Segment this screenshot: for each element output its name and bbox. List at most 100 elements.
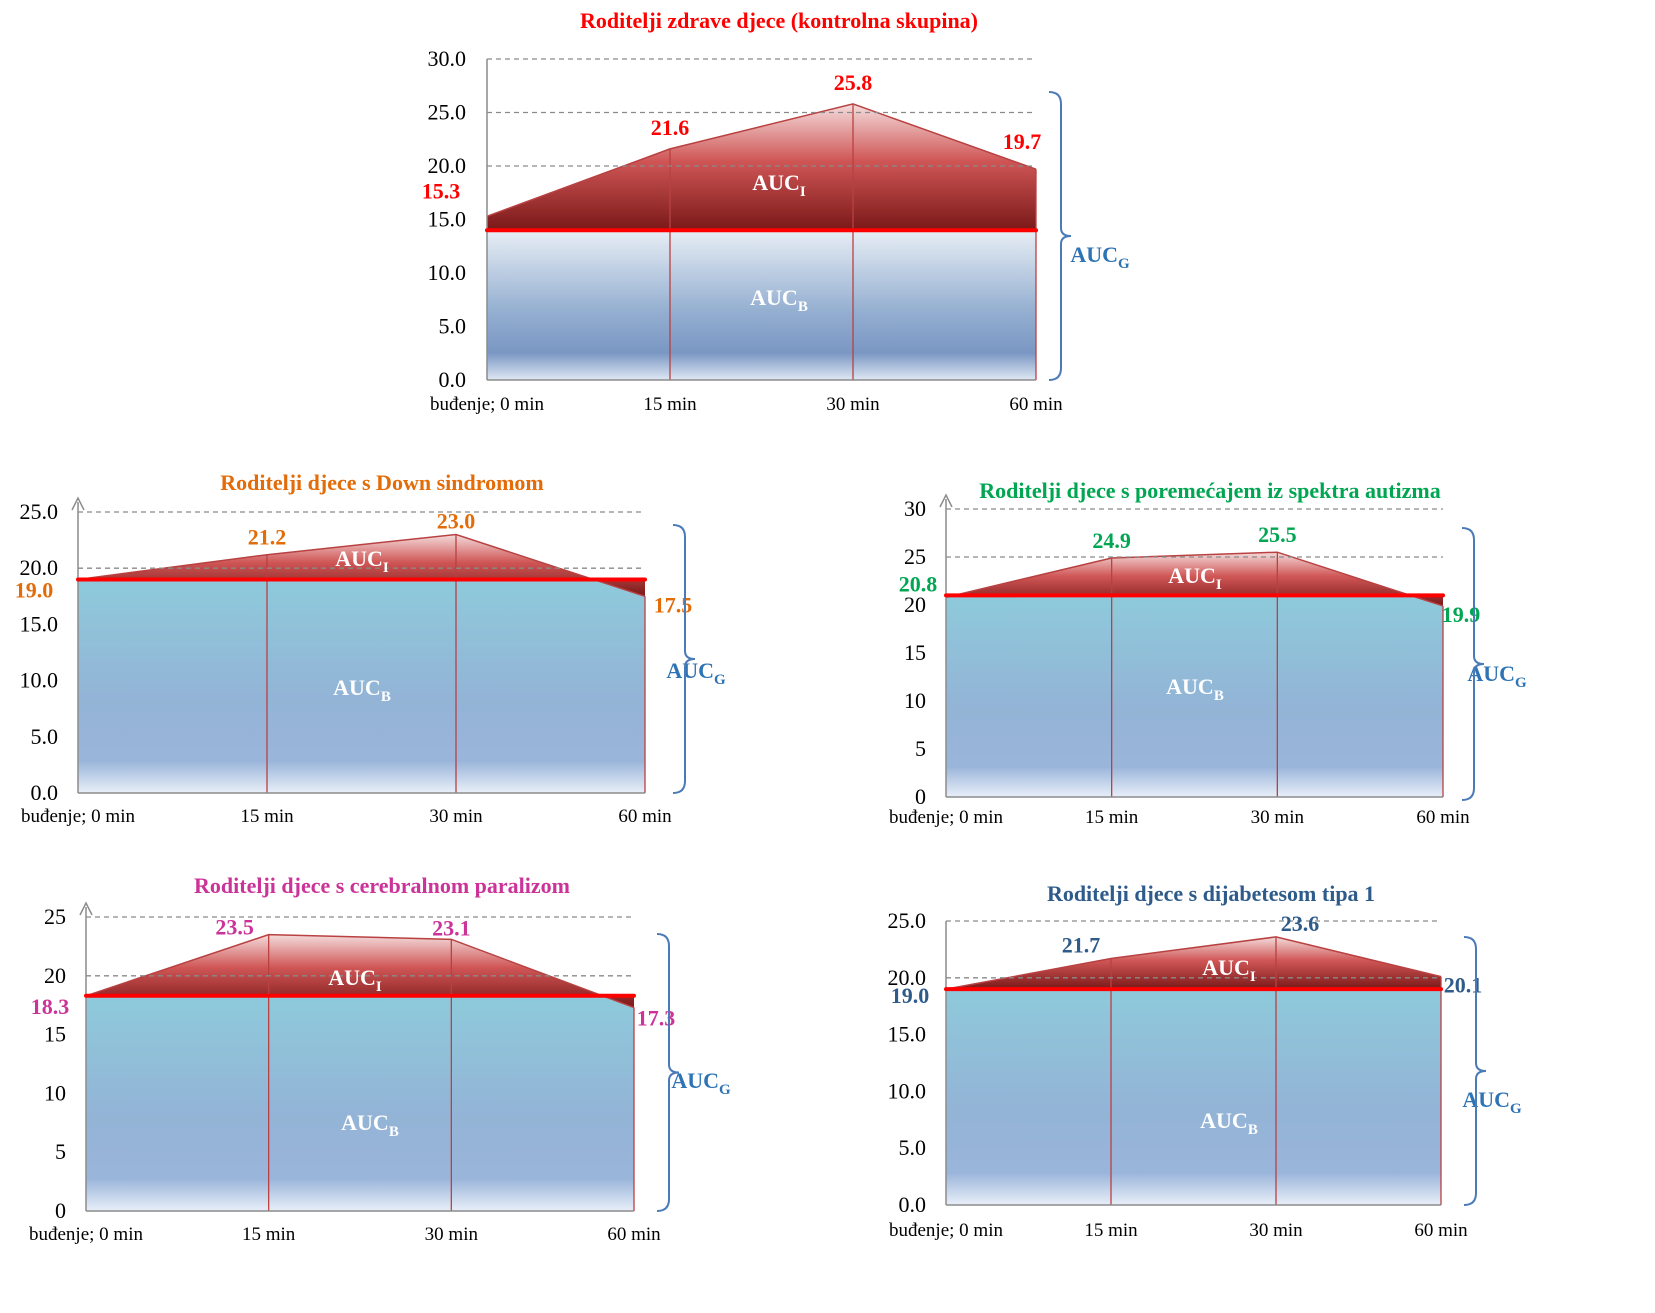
data-label: 21.7 xyxy=(1062,932,1101,957)
data-label: 23.5 xyxy=(215,915,254,940)
y-tick-label: 15.0 xyxy=(428,207,467,232)
auc-b-label-text: AUC xyxy=(341,1110,389,1135)
y-tick-label: 15 xyxy=(904,640,926,665)
auc-b-label-text: AUC xyxy=(1200,1108,1248,1133)
auc-g-label: AUCG xyxy=(666,658,726,688)
auc-g-label-text: AUC xyxy=(1462,1087,1510,1112)
chart-title: Roditelji djece s Down sindromom xyxy=(220,470,543,495)
auc-i-label-subscript: I xyxy=(376,979,382,995)
auc-i-label-subscript: I xyxy=(800,184,806,200)
y-tick-label: 10.0 xyxy=(20,668,59,693)
auc-i-label: AUCI xyxy=(1202,955,1256,985)
data-line xyxy=(945,936,1442,990)
y-tick-label: 5.0 xyxy=(899,1135,927,1160)
x-tick-label: buđenje; 0 min xyxy=(889,807,1003,828)
x-tick-label: 60 min xyxy=(1414,1220,1468,1241)
y-tick-label: 30 xyxy=(904,496,926,521)
data-label: 19.0 xyxy=(15,577,54,602)
x-tick-label: 60 min xyxy=(1416,807,1470,828)
auc-g-brace xyxy=(1463,936,1487,1206)
auc-g-label-text: AUC xyxy=(671,1068,719,1093)
y-tick-label: 5 xyxy=(55,1139,66,1164)
x-tick-label: 15 min xyxy=(1084,1220,1138,1241)
data-label: 21.6 xyxy=(651,115,690,140)
y-tick-label: 20.0 xyxy=(20,555,59,580)
y-tick-label: 25 xyxy=(44,904,66,929)
y-tick-label: 0.0 xyxy=(899,1192,927,1217)
x-tick-label: buđenje; 0 min xyxy=(21,806,135,827)
data-label: 23.0 xyxy=(437,508,476,533)
auc-b-label-text: AUC xyxy=(333,675,381,700)
auc-i-label: AUCI xyxy=(335,546,389,576)
x-tick-label: 30 min xyxy=(826,394,880,415)
y-tick-label: 10 xyxy=(44,1080,66,1105)
chart-title: Roditelji djece s cerebralnom paralizom xyxy=(194,873,570,898)
auc-i-label-text: AUC xyxy=(328,965,376,990)
data-label: 25.8 xyxy=(834,70,873,95)
auc-i-label-text: AUC xyxy=(752,170,800,195)
auc-b-label: AUCB xyxy=(333,675,391,705)
data-line xyxy=(486,103,1037,217)
chart-title: Roditelji djece s dijabetesom tipa 1 xyxy=(1047,881,1375,906)
data-label: 21.2 xyxy=(248,525,287,550)
auc-increase-area xyxy=(487,103,1036,231)
y-tick-label: 5.0 xyxy=(31,724,59,749)
auc-b-label-subscript: B xyxy=(1214,688,1224,704)
y-tick-label: 15 xyxy=(44,1022,66,1047)
auc-b-label-subscript: B xyxy=(1248,1122,1258,1138)
auc-g-label-text: AUC xyxy=(1467,661,1515,686)
y-tick-label: 0.0 xyxy=(31,780,59,805)
y-tick-label: 25.0 xyxy=(428,100,467,125)
auc-base-area xyxy=(86,995,634,1211)
auc-increase-area xyxy=(946,936,1441,990)
x-tick-label: buđenje; 0 min xyxy=(889,1220,1003,1241)
data-label: 24.9 xyxy=(1092,528,1131,553)
y-tick-label: 0 xyxy=(915,784,926,809)
x-tick-label: 15 min xyxy=(1085,807,1139,828)
auc-b-label-subscript: B xyxy=(389,1124,399,1140)
auc-g-label-subscript: G xyxy=(1118,256,1130,272)
auc-g-label: AUCG xyxy=(671,1068,731,1098)
auc-i-label: AUCI xyxy=(752,170,806,200)
y-tick-label: 25.0 xyxy=(20,499,59,524)
x-tick-label: 30 min xyxy=(425,1224,479,1245)
auc-g-brace xyxy=(656,933,680,1212)
auc-i-label-text: AUC xyxy=(335,546,383,571)
x-tick-label: 15 min xyxy=(240,806,294,827)
x-tick-label: buđenje; 0 min xyxy=(430,394,544,415)
y-tick-label: 0 xyxy=(55,1198,66,1223)
auc-g-label-subscript: G xyxy=(719,1082,731,1098)
x-tick-label: buđenje; 0 min xyxy=(29,1224,143,1245)
auc-base-area xyxy=(78,579,645,793)
data-label: 20.8 xyxy=(899,571,938,596)
y-tick-label: 0.0 xyxy=(439,367,467,392)
y-axis-arrow xyxy=(71,496,85,511)
auc-increase-area xyxy=(86,934,634,1008)
data-label: 25.5 xyxy=(1258,522,1297,547)
y-axis-arrow xyxy=(79,901,93,916)
y-tick-label: 5.0 xyxy=(439,314,467,339)
chart-title: Roditelji djece s poremećajem iz spektra… xyxy=(979,478,1440,503)
auc-g-label-subscript: G xyxy=(714,672,726,688)
auc-g-label-text: AUC xyxy=(1070,242,1118,267)
x-tick-label: 15 min xyxy=(242,1224,296,1245)
auc-g-label-text: AUC xyxy=(666,658,714,683)
auc-g-label: AUCG xyxy=(1070,242,1130,272)
chart-3: Roditelji djece s poremećajem iz spektra… xyxy=(889,478,1527,828)
chart-2: Roditelji djece s Down sindromom 0.0 5.0 10… xyxy=(15,470,726,827)
y-axis-arrow xyxy=(939,493,953,508)
y-tick-label: 20 xyxy=(904,592,926,617)
auc-i-label: AUCI xyxy=(328,965,382,995)
y-tick-label: 10.0 xyxy=(888,1078,927,1103)
data-label: 19.7 xyxy=(1003,129,1042,154)
chart-1: Roditelji zdrave djece (kontrolna skupin… xyxy=(422,8,1130,415)
y-tick-label: 15.0 xyxy=(888,1022,927,1047)
auc-b-label-text: AUC xyxy=(1166,674,1214,699)
auc-base-area xyxy=(946,595,1443,797)
auc-b-label: AUCB xyxy=(750,285,808,315)
auc-base-area xyxy=(487,230,1036,380)
chart-4: Roditelji djece s cerebralnom paralizom 0… xyxy=(29,873,731,1245)
auc-g-brace xyxy=(672,524,696,794)
data-line xyxy=(77,533,646,598)
x-tick-label: 60 min xyxy=(607,1224,661,1245)
